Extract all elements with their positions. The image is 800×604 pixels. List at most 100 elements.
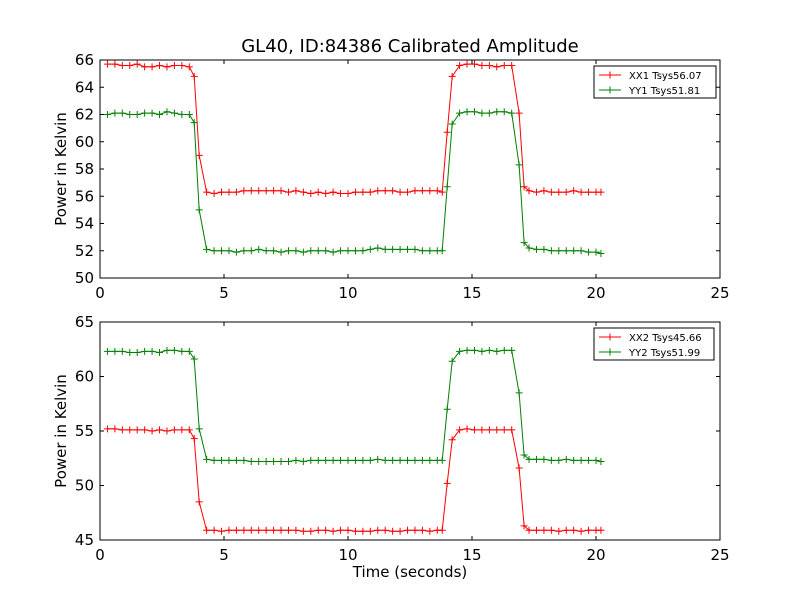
y-axis-label: Power in Kelvin [52,374,70,488]
data-point [404,188,412,196]
data-point [493,108,501,116]
data-point [141,109,149,117]
x-tick-label: 15 [462,546,481,564]
x-tick-label: 20 [586,546,605,564]
data-point [570,456,578,464]
data-point [277,526,285,534]
chart-panel-2: 0 5 10 15 20 25 45 50 55 60 65 Power in Kelvin Time … [52,313,730,581]
data-point [170,61,178,69]
legend-label: YY2 Tsys51.99 [628,348,700,359]
data-point [178,111,186,118]
data-point [232,456,240,464]
data-point [485,61,493,69]
data-point [478,109,486,117]
x-axis-label: Time (seconds) [352,563,468,581]
data-point [307,247,315,255]
y-tick-label: 62 [75,106,94,124]
data-point [270,247,278,255]
legend-marker [606,333,614,341]
data-point [520,183,528,191]
data-point [133,349,141,357]
data-point [299,188,307,196]
data-point [190,72,198,80]
data-point [555,456,563,464]
data-point [438,526,446,534]
data-point [232,248,240,256]
x-tick-label: 5 [219,284,229,302]
data-point [322,190,330,198]
data-point [111,109,119,117]
data-point [525,455,533,463]
data-point [195,498,203,506]
data-point [322,456,330,464]
data-point [329,188,337,196]
x-tick-label: 0 [95,284,105,302]
data-point [210,456,218,464]
data-point [103,347,111,355]
y-tick-label: 65 [75,313,94,331]
data-point [562,455,570,463]
data-point [156,61,164,69]
data-point [493,347,501,355]
data-point [396,245,404,253]
data-point [508,426,516,434]
data-point [493,63,501,71]
data-point [389,527,397,535]
data-point [456,426,464,434]
data-point [366,456,374,464]
data-point [555,527,563,535]
data-point [255,187,263,195]
y-tick-label: 60 [75,133,94,151]
data-point [148,109,156,117]
data-point [292,247,300,255]
data-point [585,456,593,464]
data-point [448,120,456,128]
data-point [381,456,389,464]
data-point [597,249,605,257]
data-point [255,458,263,466]
data-point [225,526,233,534]
data-point [478,347,486,355]
legend-marker [606,86,614,94]
data-point [463,346,471,354]
data-point [404,526,412,534]
data-point [178,61,186,69]
data-point [240,247,248,255]
data-point [141,63,149,71]
data-point [389,456,397,464]
data-point [277,248,285,256]
data-point [374,187,382,195]
data-point [508,61,516,69]
data-point [547,526,555,534]
x-tick-label: 25 [710,284,729,302]
y-tick-label: 50 [75,269,94,287]
data-point [389,245,397,253]
data-point [374,526,382,534]
legend-box [593,327,715,361]
data-point [438,247,446,255]
data-point [540,455,548,463]
data-point [262,526,270,534]
data-point [133,111,141,118]
data-point [411,526,419,534]
x-tick-label: 15 [462,284,481,302]
data-point [443,128,451,136]
data-point [210,526,218,534]
data-point [118,61,126,69]
data-point [190,435,198,443]
data-point [577,527,585,535]
data-point [374,455,382,463]
data-point [185,426,193,434]
data-point [203,526,211,534]
data-point [232,526,240,534]
data-point [411,245,419,253]
data-point [585,248,593,256]
data-point [141,347,149,355]
data-point [103,111,111,118]
data-point [515,389,523,397]
data-point [426,527,434,535]
data-point [314,526,322,534]
data-point [366,527,374,535]
data-point [185,347,193,355]
data-point [540,526,548,534]
